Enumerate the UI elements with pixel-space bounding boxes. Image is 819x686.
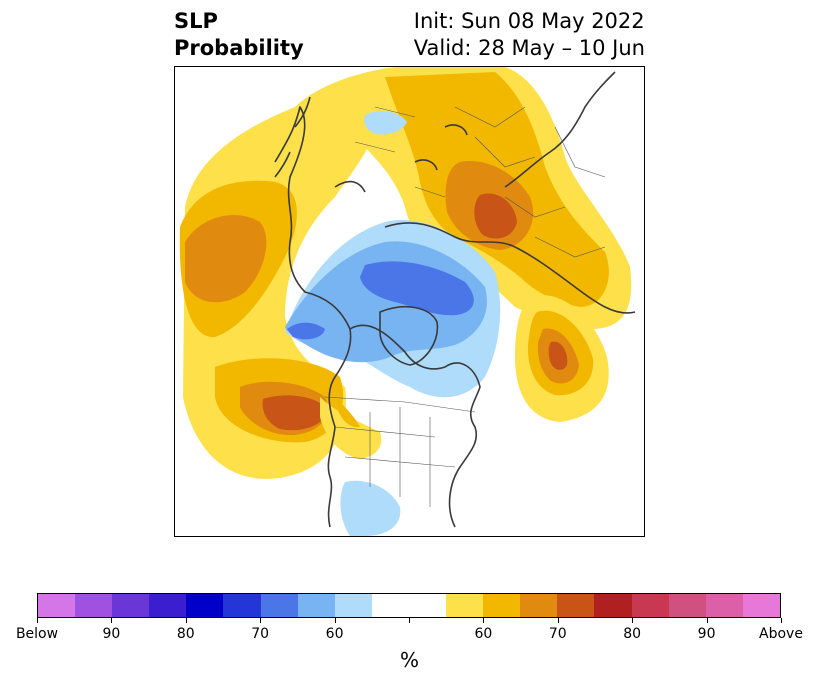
colorbar-segment (75, 594, 113, 617)
pacific-orange (185, 214, 267, 303)
colorbar-tick-mark (706, 618, 708, 623)
eurasia-coast (384, 222, 636, 314)
canada-yellow (320, 397, 382, 459)
colorbar-segment (223, 594, 261, 617)
colorbar-segment (631, 594, 669, 617)
us-lightblue (340, 480, 401, 536)
aleutian-red (262, 395, 327, 431)
colorbar-tick-label: 60 (325, 626, 344, 642)
arctic-blue (360, 261, 474, 316)
colorbar-tick-label: 80 (623, 626, 642, 642)
asia-pacific-coast (274, 106, 352, 528)
colorbar-segment (112, 594, 150, 617)
colorbar-tick-mark (483, 618, 485, 623)
colorbar-tick-mark (781, 618, 782, 623)
colorbar-segment (668, 594, 706, 617)
colorbar-tick-label: 90 (697, 626, 716, 642)
greenland-coast (379, 306, 439, 366)
atlantic-red (548, 341, 568, 370)
colorbar-segment (483, 594, 521, 617)
colorbar-tick-label: 90 (102, 626, 121, 642)
coastlines (274, 71, 636, 528)
colorbar-segment (260, 594, 298, 617)
colorbar-tick-label: 60 (474, 626, 493, 642)
colorbar-segment (186, 594, 224, 617)
valid-period: Valid: 28 May – 10 Jun (413, 36, 645, 60)
arctic-blue-west (287, 322, 325, 340)
political-borders (324, 106, 606, 507)
colorbar-segment (705, 594, 743, 617)
colorbar-segment (742, 594, 780, 617)
map-title-left: SLP Probability (174, 8, 304, 62)
colorbar-tick-mark (37, 618, 38, 623)
init-date: Init: Sun 08 May 2022 (413, 9, 645, 33)
colorbar-tick-mark (409, 618, 410, 623)
probability-map-svg (175, 67, 644, 536)
title-variable: SLP (174, 9, 218, 33)
colorbar-segment (408, 594, 447, 617)
colorbar-tick-mark (632, 618, 634, 623)
colorbar-segment (557, 594, 595, 617)
greenland-lightblue (364, 111, 407, 135)
colorbar-tick-label: Below (15, 626, 59, 642)
colorbar-tick-label: Above (759, 626, 803, 642)
colorbar-tick-mark (557, 618, 559, 623)
colorbar-tick-mark (185, 618, 187, 623)
colorbar-segment (520, 594, 558, 617)
canada-gold (335, 397, 360, 428)
colorbar-tick-mark (111, 618, 113, 623)
colorbar-tick-label: 70 (251, 626, 270, 642)
colorbar-segment (297, 594, 335, 617)
colorbar-segment (446, 594, 484, 617)
europe-coast (504, 71, 616, 188)
colorbar-tick-label: 80 (176, 626, 195, 642)
arctic-islands (334, 124, 468, 193)
japan-coast (274, 96, 311, 178)
colorbar-units: % (399, 648, 419, 672)
colorbar (37, 593, 781, 618)
colorbar-tick-label: 70 (548, 626, 567, 642)
map-title-right: Init: Sun 08 May 2022 Valid: 28 May – 10… (414, 8, 645, 62)
colorbar-tick-mark (334, 618, 336, 623)
above-shading (179, 67, 632, 479)
polar-map (174, 66, 645, 537)
colorbar-segment (334, 594, 372, 617)
colorbar-segment (38, 594, 76, 617)
north-america-coast (349, 324, 481, 528)
eurasia-redorange (474, 193, 517, 239)
title-product: Probability (174, 36, 304, 60)
colorbar-segment (594, 594, 632, 617)
colorbar-tick-mark (260, 618, 262, 623)
colorbar-segment (149, 594, 187, 617)
colorbar-segment (371, 594, 409, 617)
